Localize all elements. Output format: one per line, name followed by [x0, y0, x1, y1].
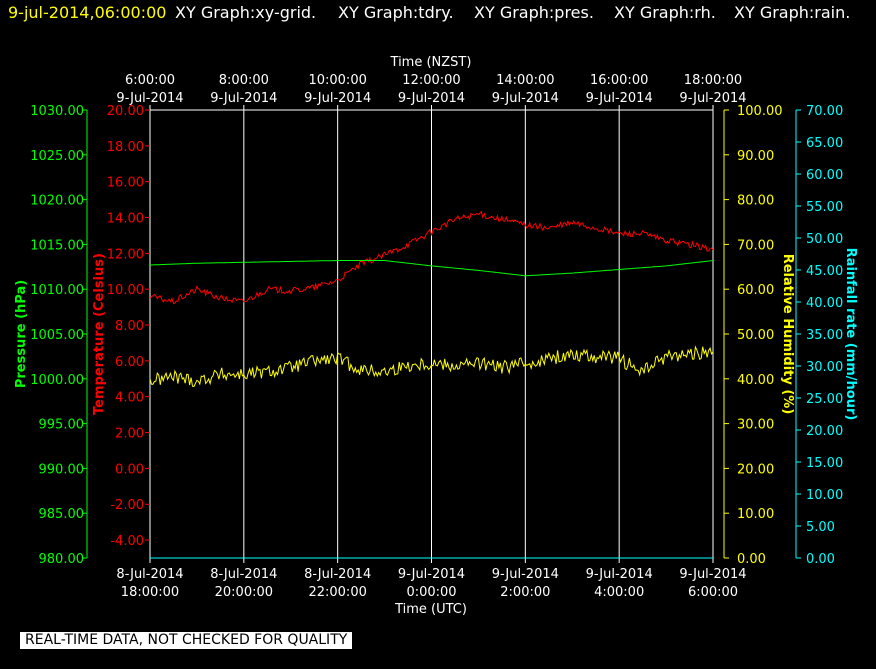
top-tick-time: 14:00:00 [496, 73, 554, 88]
pressure-tick-label: 1030.00 [30, 104, 84, 119]
title-graph-pres: XY Graph:pres. [474, 3, 594, 22]
humidity-tick-label: 50.00 [737, 328, 774, 343]
temperature-tick-label: 16.00 [107, 176, 144, 191]
humidity-series-line [149, 345, 714, 387]
rainfall-tick-label: 5.00 [806, 520, 835, 535]
bottom-tick-date: 8-Jul-2014 [116, 567, 183, 582]
top-tick-date: 9-Jul-2014 [210, 91, 277, 106]
title-graph-tdry: XY Graph:tdry. [338, 3, 454, 22]
pressure-tick-label: 1025.00 [30, 149, 84, 164]
pressure-tick-label: 1020.00 [30, 194, 84, 209]
pressure-series-line [150, 260, 714, 277]
bottom-axis-title: Time (UTC) [394, 602, 467, 617]
temperature-tick-label: 12.00 [107, 247, 144, 262]
temperature-tick-label: 10.00 [107, 283, 144, 298]
rainfall-tick-label: 30.00 [806, 360, 843, 375]
pressure-axis-title: Pressure (hPa) [14, 280, 29, 388]
top-tick-time: 8:00:00 [219, 73, 269, 88]
humidity-tick-label: 0.00 [737, 552, 766, 567]
temperature-tick-label: 8.00 [115, 319, 144, 334]
humidity-tick-label: 70.00 [737, 238, 774, 253]
rainfall-tick-label: 45.00 [806, 264, 843, 279]
top-tick-time: 12:00:00 [402, 73, 460, 88]
rainfall-tick-label: 70.00 [806, 104, 843, 119]
temperature-tick-label: -4.00 [110, 534, 144, 549]
temperature-tick-label: 6.00 [115, 355, 144, 370]
top-axis-title: Time (NZST) [390, 55, 472, 70]
temperature-tick-label: -2.00 [110, 498, 144, 513]
humidity-tick-label: 20.00 [737, 462, 774, 477]
top-tick-date: 9-Jul-2014 [679, 91, 746, 106]
rainfall-tick-label: 60.00 [806, 168, 843, 183]
pressure-tick-label: 1015.00 [30, 238, 84, 253]
bottom-tick-time: 20:00:00 [215, 585, 273, 600]
pressure-tick-label: 1005.00 [30, 328, 84, 343]
rainfall-tick-label: 50.00 [806, 232, 843, 247]
temperature-tick-label: 14.00 [107, 212, 144, 227]
rainfall-tick-label: 10.00 [806, 488, 843, 503]
graph-title: 9-jul-2014,06:00:00 XY Graph:xy-grid. XY… [0, 0, 876, 26]
top-tick-date: 9-Jul-2014 [586, 91, 653, 106]
rainfall-tick-label: 55.00 [806, 200, 843, 215]
pressure-tick-label: 980.00 [39, 552, 85, 567]
quality-warning-label: REAL-TIME DATA, NOT CHECKED FOR QUALITY [20, 632, 353, 649]
bottom-tick-date: 9-Jul-2014 [492, 567, 559, 582]
rainfall-tick-label: 65.00 [806, 136, 843, 151]
rainfall-tick-label: 40.00 [806, 296, 843, 311]
title-graph-xy-grid: XY Graph:xy-grid. [175, 3, 317, 22]
rainfall-tick-label: 25.00 [806, 392, 843, 407]
top-tick-time: 6:00:00 [125, 73, 175, 88]
temperature-tick-label: 20.00 [107, 104, 144, 119]
temperature-tick-label: 18.00 [107, 140, 144, 155]
bottom-tick-date: 9-Jul-2014 [586, 567, 653, 582]
humidity-tick-label: 10.00 [737, 507, 774, 522]
title-date: 9-jul-2014,06:00:00 [8, 3, 167, 22]
humidity-tick-label: 40.00 [737, 373, 774, 388]
humidity-tick-label: 100.00 [737, 104, 783, 119]
top-tick-date: 9-Jul-2014 [116, 91, 183, 106]
bottom-tick-time: 2:00:00 [500, 585, 550, 600]
rainfall-tick-label: 0.00 [806, 552, 835, 567]
top-tick-date: 9-Jul-2014 [398, 91, 465, 106]
top-tick-date: 9-Jul-2014 [304, 91, 371, 106]
bottom-tick-date: 8-Jul-2014 [304, 567, 371, 582]
pressure-tick-label: 995.00 [39, 418, 85, 433]
humidity-tick-label: 90.00 [737, 149, 774, 164]
rainfall-tick-label: 35.00 [806, 328, 843, 343]
top-tick-time: 16:00:00 [590, 73, 648, 88]
bottom-tick-time: 4:00:00 [594, 585, 644, 600]
humidity-tick-label: 30.00 [737, 418, 774, 433]
bottom-tick-time: 0:00:00 [406, 585, 456, 600]
rainfall-tick-label: 20.00 [806, 424, 843, 439]
top-tick-time: 10:00:00 [308, 73, 366, 88]
bottom-tick-time: 22:00:00 [308, 585, 366, 600]
humidity-axis-title: Relative Humidity (%) [780, 254, 795, 415]
temperature-tick-label: 2.00 [115, 427, 144, 442]
bottom-tick-time: 6:00:00 [688, 585, 738, 600]
title-graph-rain: XY Graph:rain. [734, 3, 851, 22]
pressure-tick-label: 1010.00 [30, 283, 84, 298]
bottom-tick-time: 18:00:00 [121, 585, 179, 600]
bottom-tick-date: 9-Jul-2014 [679, 567, 746, 582]
temperature-tick-label: 4.00 [115, 391, 144, 406]
top-tick-time: 18:00:00 [684, 73, 742, 88]
title-graph-rh: XY Graph:rh. [614, 3, 716, 22]
temperature-tick-label: 0.00 [115, 462, 144, 477]
rainfall-axis-title: Rainfall rate (mm/hour) [843, 248, 858, 421]
rainfall-tick-label: 15.00 [806, 456, 843, 471]
temperature-series-line [149, 210, 714, 305]
bottom-tick-date: 8-Jul-2014 [210, 567, 277, 582]
bottom-tick-date: 9-Jul-2014 [398, 567, 465, 582]
pressure-tick-label: 990.00 [39, 462, 85, 477]
pressure-tick-label: 1000.00 [30, 373, 84, 388]
humidity-tick-label: 80.00 [737, 194, 774, 209]
humidity-tick-label: 60.00 [737, 283, 774, 298]
temperature-axis-title: Temperature (Celsius) [92, 253, 107, 415]
pressure-tick-label: 985.00 [39, 507, 85, 522]
top-tick-date: 9-Jul-2014 [492, 91, 559, 106]
